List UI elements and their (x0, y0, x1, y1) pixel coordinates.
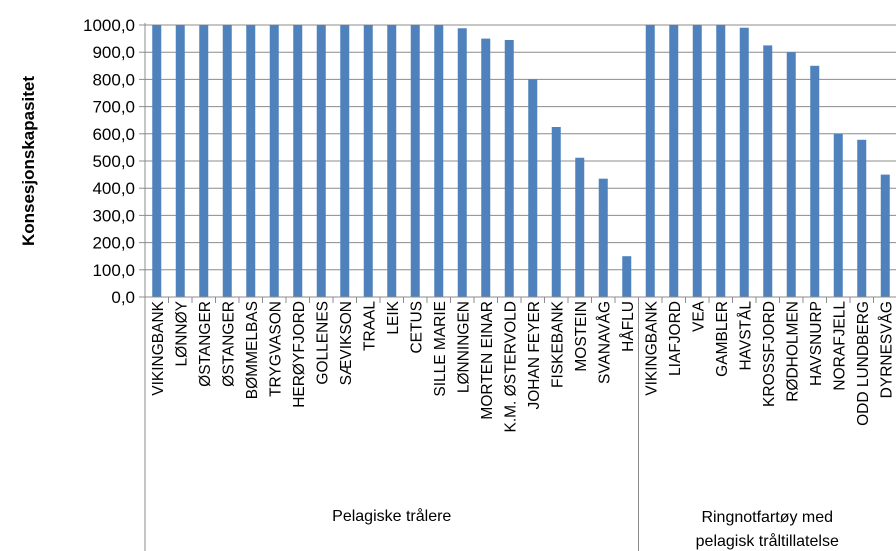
bar (810, 65, 820, 297)
group-label-line: Ringnotfartøy med (701, 509, 833, 526)
x-category-label: HERØYFJORD (291, 301, 308, 408)
bar (316, 25, 326, 297)
bar (175, 25, 185, 297)
x-category-label: LIAFJORD (667, 301, 684, 376)
bar (645, 25, 655, 297)
x-category-label: HAVSTÅL (737, 301, 754, 371)
y-axis-label: Konsesjonskapasitet (19, 76, 38, 246)
bar (340, 25, 350, 297)
bar (199, 25, 209, 297)
y-tick-label: 1000,0 (83, 16, 135, 35)
x-category-label: BØMMELBAS (244, 301, 261, 399)
bar (692, 25, 702, 297)
bar (669, 25, 679, 297)
x-category-label: ODD LUNDBERG (855, 301, 872, 426)
group-labels: Pelagiske trålere Ringnotfartøy med pelagi… (332, 507, 839, 550)
bar (504, 39, 514, 298)
gridlines (145, 24, 896, 271)
x-category-label: VEA (690, 300, 707, 332)
bar (387, 25, 397, 297)
bar (551, 127, 561, 297)
x-category-label: LØNNINGEN (455, 301, 472, 393)
bar (434, 25, 444, 297)
y-tick-label: 800,0 (92, 70, 135, 89)
bar (293, 25, 303, 297)
bar (763, 45, 773, 298)
y-tick-label: 300,0 (92, 206, 135, 225)
x-category-label: SILLE MARIE (432, 301, 449, 397)
y-tick-label: 900,0 (92, 43, 135, 62)
x-category-label: K.M. ØSTERVOLD (502, 301, 519, 433)
x-category-label: ØSTANGER (220, 301, 237, 387)
y-tick-label: 200,0 (92, 234, 135, 253)
x-category-label: NORAFJELL (831, 301, 848, 391)
x-category-label: HAVSNURP (808, 301, 825, 386)
x-category-label: MOSTEIN (573, 301, 590, 372)
y-tick-label: 100,0 (92, 261, 135, 280)
bar (716, 25, 726, 297)
x-category-label: GOLLENES (314, 301, 331, 385)
bar (246, 25, 256, 297)
x-category-label: HÅFLU (620, 301, 637, 352)
x-category-label: TRYGVASON (267, 301, 284, 397)
bars (152, 25, 890, 298)
bar (857, 139, 867, 297)
bar (575, 157, 585, 297)
x-category-label: KROSSFJORD (761, 301, 778, 407)
y-tick-labels: 0,0 100,0 200,0 300,0 400,0 500,0 600,0 700,0 80… (83, 16, 135, 307)
x-category-label: LEIK (385, 300, 402, 334)
bar (222, 25, 232, 297)
bar (528, 79, 538, 298)
bar (880, 174, 890, 297)
bar (598, 178, 608, 297)
group-label-line: Pelagiske trålere (332, 507, 451, 525)
x-category-label: GAMBLER (714, 301, 731, 377)
x-category-label: MORTEN EINAR (479, 301, 496, 420)
y-tick-label: 400,0 (92, 179, 135, 198)
group-label: Pelagiske trålere (332, 507, 451, 525)
x-category-label: CETUS (408, 301, 425, 354)
x-category-label: JOHAN FEYER (526, 301, 543, 410)
group-label: Ringnotfartøy med pelagisk tråltillatelse (696, 509, 839, 550)
x-category-label: FISKEBANK (549, 300, 566, 388)
bar (457, 28, 467, 297)
axes (139, 23, 896, 551)
x-category-label: LØNNØY (173, 301, 190, 366)
x-category-label: VIKINGBANK (150, 300, 167, 395)
bar (269, 25, 279, 297)
group-label-line: pelagisk tråltillatelse (696, 532, 839, 550)
bar (363, 25, 373, 297)
bar (481, 38, 491, 297)
x-category-label: ØSTANGER (197, 301, 214, 387)
x-category-label: VIKINGBANK (643, 300, 660, 395)
y-tick-label: 700,0 (92, 98, 135, 117)
bar (833, 133, 843, 297)
x-category-label: SVANAVÅG (596, 301, 613, 384)
bar (622, 256, 632, 297)
bar (739, 27, 749, 297)
x-category-label: RØDHOLMEN (784, 301, 801, 402)
x-category-label: DYRNESVÅG (878, 301, 895, 398)
y-tick-label: 500,0 (92, 152, 135, 171)
x-category-label: SÆVIKSON (338, 301, 355, 385)
bar (786, 52, 796, 298)
x-category-labels: VIKINGBANK LØNNØY ØSTANGER ØSTANGER BØMMELBA… (150, 300, 896, 432)
bar (410, 25, 420, 297)
bar (152, 25, 162, 297)
x-category-label: TRAAL (361, 301, 378, 351)
y-tick-label: 0,0 (111, 288, 135, 307)
y-tick-label: 600,0 (92, 125, 135, 144)
